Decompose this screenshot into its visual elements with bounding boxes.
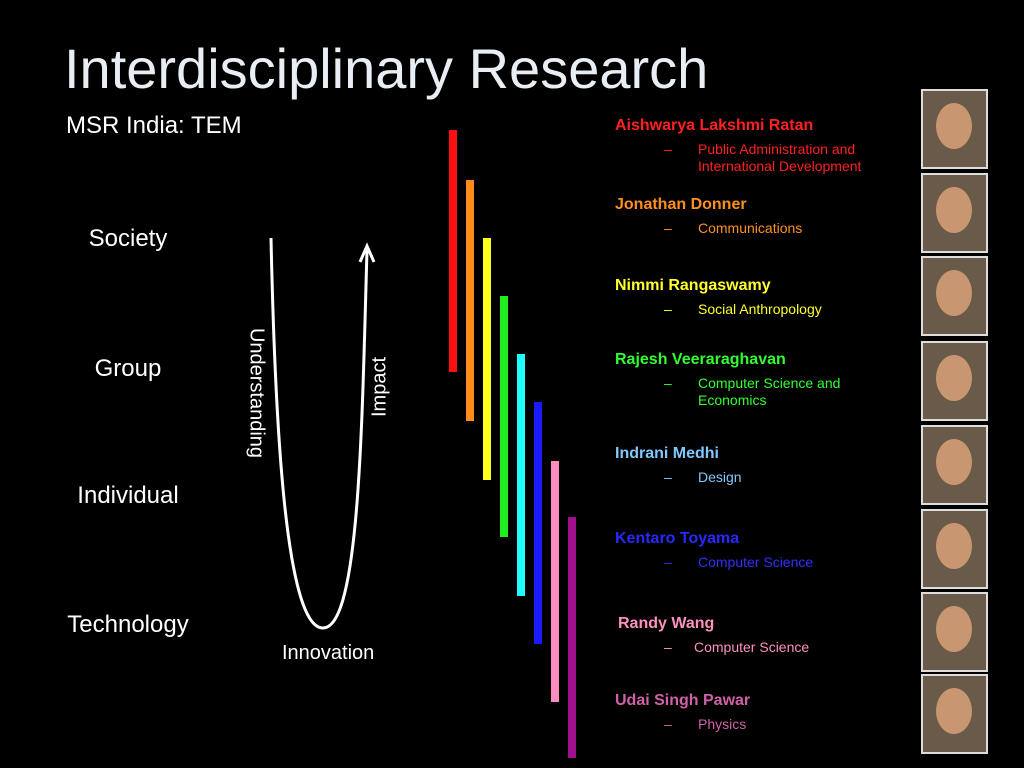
title: Interdisciplinary Research [64,37,709,100]
person-field: Computer Science [694,639,810,655]
person-name: Jonathan Donner [615,196,747,213]
bar [483,238,491,480]
face [936,270,972,316]
person-name: Udai Singh Pawar [615,692,751,709]
face [936,355,972,401]
bar [568,517,576,758]
level: Society [88,225,168,252]
person-field: Design [698,469,742,485]
person-name: Aishwarya Lakshmi Ratan [615,117,814,134]
curve [269,237,369,630]
face [936,103,972,149]
face [936,523,972,569]
bullet: – [664,716,672,732]
person-name: Randy Wang [618,615,715,632]
level: Group [94,355,162,382]
face [936,606,972,652]
bar [534,402,542,644]
level: Individual [77,482,179,509]
person-field: Physics [698,716,747,732]
bullet: – [664,639,672,655]
bar [500,296,508,537]
curve-label: Impact [368,356,391,418]
bar [466,180,474,421]
bullet: – [664,375,672,391]
bullet: – [664,554,672,570]
photos [921,89,988,754]
person-field: Computer Science and Economics [698,375,841,408]
person-name: Rajesh Veeraraghavan [615,351,786,368]
bar [449,130,457,372]
person-field: Communications [698,220,803,236]
arrow-head [358,242,376,263]
bullet: – [664,141,672,157]
curve-label: Understanding [245,327,268,459]
person-name: Kentaro Toyama [615,530,740,547]
bar [551,461,559,702]
face [936,439,972,485]
person-field: Social Anthropology [698,301,822,317]
bullet: – [664,301,672,317]
subtitle: MSR India: TEM [66,112,242,139]
level: Technology [67,611,189,638]
bullet: – [664,220,672,236]
person-field: Public Administration and International … [698,141,862,174]
person-name: Indrani Medhi [615,445,719,462]
bars [449,130,576,758]
person-field: Computer Science [698,554,814,570]
curve-label: Innovation [282,642,375,664]
face [936,688,972,734]
person-name: Nimmi Rangaswamy [615,277,771,294]
bar [517,354,525,596]
face [936,187,972,233]
bullet: – [664,469,672,485]
